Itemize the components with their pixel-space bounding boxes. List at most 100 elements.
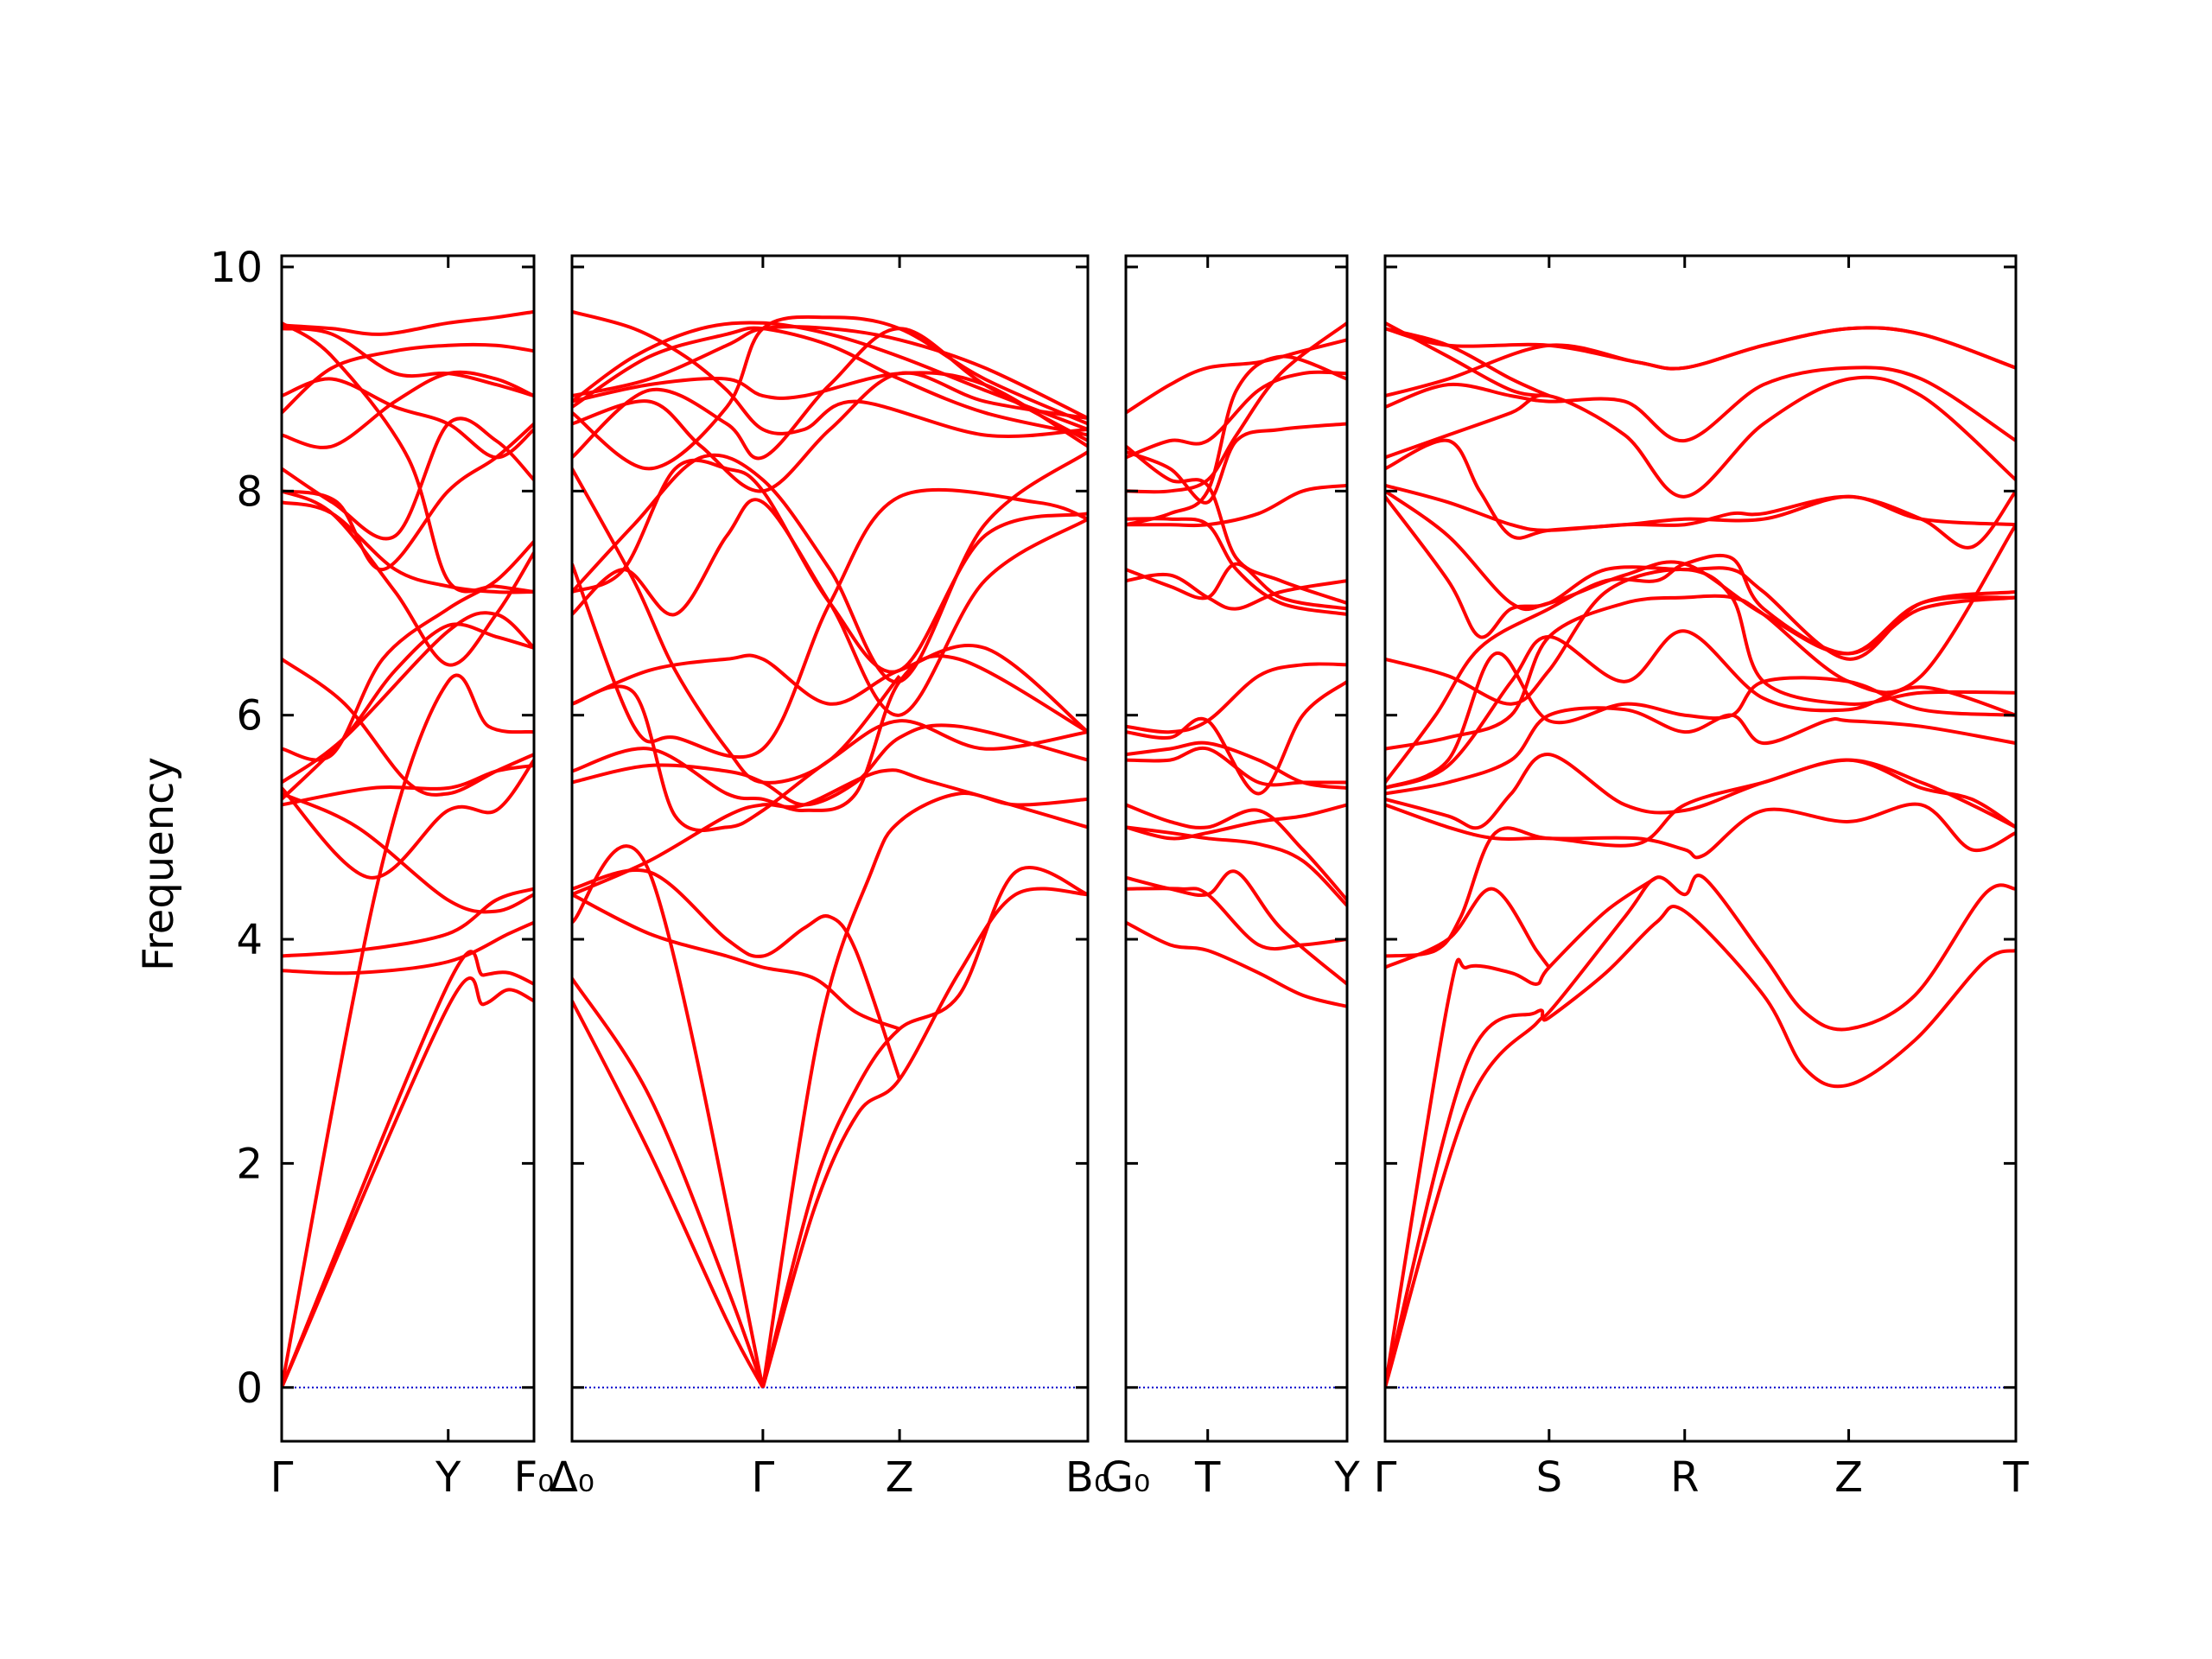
band-line: [572, 643, 1088, 734]
band-line: [1126, 370, 1347, 460]
y-axis-title: Frequency: [135, 757, 183, 971]
x-tick-label: S: [1536, 1453, 1562, 1502]
band-line: [282, 611, 534, 785]
band-line: [282, 791, 534, 914]
band-line: [1126, 887, 1347, 951]
band-panel-2: Δ₀ Γ Z B₀: [550, 254, 1110, 1502]
band-line: [1385, 758, 2016, 848]
band-line: [572, 723, 1088, 807]
x-tick-label: Y: [1333, 1453, 1360, 1502]
band-line: [1385, 802, 2016, 958]
x-tick-label: Γ: [270, 1453, 294, 1502]
y-tick-label: 2: [236, 1140, 263, 1188]
y-tick-label: 6: [236, 692, 263, 741]
band-line: [1126, 517, 1347, 616]
band-line: [1385, 483, 2016, 550]
band-line: [572, 467, 901, 785]
panel-frame: [280, 254, 536, 1443]
panel-frame: [1383, 254, 2018, 1443]
band-line: [1126, 825, 1347, 907]
band-line: [572, 684, 1088, 832]
y-tick-label: 0: [236, 1364, 263, 1413]
band-line: [282, 309, 534, 336]
band-line: [1385, 326, 2016, 371]
band-line: [572, 326, 1088, 437]
band-line: [1385, 629, 2016, 790]
band-line: [572, 1000, 765, 1389]
band-line: [1385, 321, 1550, 398]
y-tick-label: 4: [236, 916, 263, 964]
y-tick-label: 10: [210, 244, 263, 292]
band-line: [1126, 572, 1347, 611]
band-line: [1385, 365, 2016, 443]
x-tick-label: Γ: [1374, 1453, 1397, 1502]
band-line: [1385, 489, 2016, 656]
band-line: [1126, 321, 1347, 494]
band-line: [282, 416, 534, 541]
band-line: [1126, 483, 1347, 528]
band-line: [1385, 524, 2016, 751]
band-line: [760, 866, 1088, 1389]
band-line: [282, 622, 534, 801]
band-line: [282, 489, 534, 667]
x-tick-label: Δ₀: [550, 1453, 594, 1502]
band-line: [572, 450, 1088, 684]
band-line: [1385, 495, 2016, 661]
x-tick-label: F₀: [514, 1453, 555, 1502]
x-tick-label: Y: [435, 1453, 461, 1502]
band-line: [1385, 652, 2016, 790]
band-line: [282, 370, 534, 449]
band-line: [1385, 753, 2016, 830]
band-panel-3: G₀ T Y: [1102, 254, 1360, 1502]
x-tick-label: Γ: [752, 1453, 775, 1502]
band-line: [1126, 680, 1347, 796]
band-line: [282, 759, 534, 880]
band-line: [572, 315, 1088, 471]
y-axis: 0 2 4 6 8 10: [210, 244, 263, 1413]
panel-frame: [1124, 254, 1349, 1443]
band-line: [572, 654, 1088, 812]
band-line: [572, 309, 1088, 438]
band-line: [282, 976, 534, 1389]
x-tick-label: G₀: [1102, 1453, 1150, 1502]
band-line: [1385, 327, 1550, 397]
band-line: [282, 327, 534, 398]
band-line: [760, 887, 1088, 1389]
band-line: [1385, 874, 2016, 1389]
band-line: [1385, 438, 2016, 540]
x-tick-label: Z: [1834, 1453, 1863, 1502]
band-panel-1: Γ Y F₀: [270, 254, 555, 1502]
x-tick-label: T: [2002, 1453, 2029, 1502]
band-line: [282, 321, 534, 594]
band-line: [572, 768, 1088, 897]
band-line: [1126, 746, 1347, 787]
band-line: [572, 371, 1088, 493]
band-line: [572, 325, 1088, 420]
band-line: [282, 658, 534, 797]
band-line: [1385, 553, 2016, 784]
x-tick-label: T: [1194, 1453, 1221, 1502]
x-tick-label: Z: [886, 1453, 914, 1502]
panel-frame: [570, 254, 1090, 1443]
band-line: [282, 887, 534, 958]
band-line: [1126, 354, 1347, 527]
band-line: [282, 950, 534, 1389]
band-line: [1385, 706, 2016, 796]
band-line: [572, 977, 765, 1389]
band-line: [572, 371, 1088, 448]
band-line: [1126, 562, 1347, 611]
y-tick-label: 8: [236, 467, 263, 516]
x-tick-label: R: [1670, 1453, 1699, 1502]
band-line: [1385, 375, 2016, 499]
band-line: [282, 540, 534, 762]
band-line: [1385, 887, 1551, 969]
band-line: [1126, 338, 1347, 415]
band-line: [572, 893, 900, 1031]
band-line: [1126, 920, 1347, 1008]
band-line: [572, 321, 1088, 431]
band-line: [282, 920, 534, 976]
band-line: [282, 764, 534, 807]
